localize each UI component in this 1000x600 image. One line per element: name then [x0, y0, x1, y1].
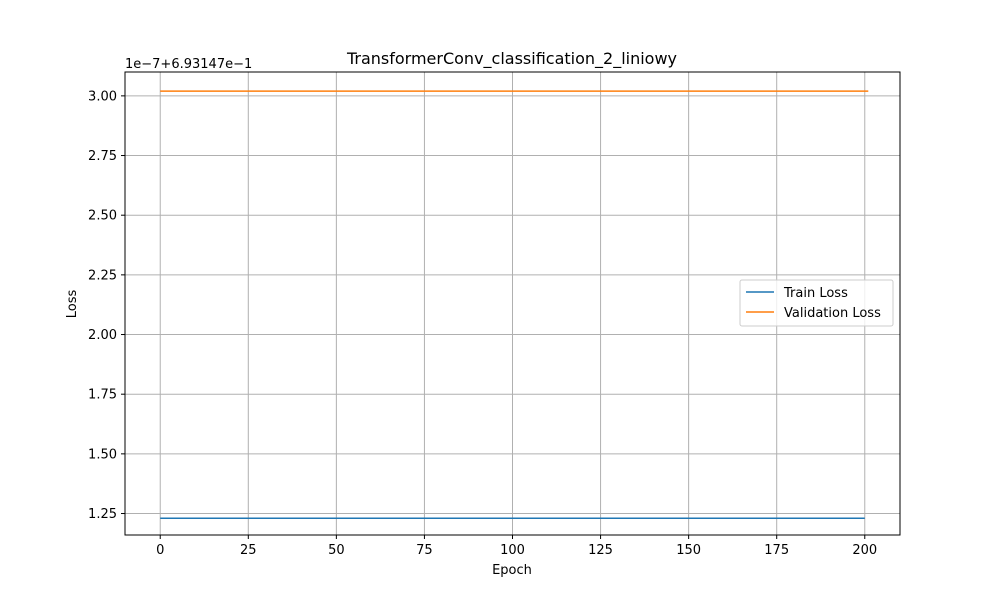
- x-tick-label: 200: [852, 543, 877, 558]
- y-tick-label: 2.50: [88, 209, 117, 224]
- y-tick-label: 2.25: [88, 268, 117, 283]
- y-tick-label: 1.75: [88, 388, 117, 403]
- grid: [125, 72, 900, 535]
- y-tick-label: 3.00: [88, 89, 117, 104]
- x-axis-ticks: 0 25 50 75 100 125 150 175 200: [156, 535, 877, 558]
- series-group: [160, 90, 869, 520]
- x-tick-label: 0: [156, 543, 164, 558]
- y-axis-label: Loss: [65, 290, 80, 319]
- x-axis-label: Epoch: [492, 563, 532, 578]
- y-offset-label: 1e−7+6.93147e−1: [125, 57, 252, 72]
- x-tick-label: 50: [328, 543, 345, 558]
- x-tick-label: 25: [240, 543, 257, 558]
- chart-title: TransformerConv_classification_2_liniowy: [346, 49, 677, 69]
- legend: Train Loss Validation Loss: [739, 279, 894, 327]
- x-tick-label: 125: [588, 543, 613, 558]
- y-tick-label: 1.25: [88, 507, 117, 522]
- x-tick-label: 75: [416, 543, 433, 558]
- y-tick-label: 2.75: [88, 149, 117, 164]
- x-tick-label: 175: [764, 543, 789, 558]
- legend-box: [739, 279, 894, 327]
- y-axis-ticks: 1.25 1.50 1.75 2.00 2.25 2.50 2.75 3.00: [88, 89, 125, 522]
- x-tick-label: 150: [676, 543, 701, 558]
- x-tick-label: 100: [500, 543, 525, 558]
- y-tick-label: 2.00: [88, 328, 117, 343]
- legend-label: Train Loss: [783, 286, 848, 301]
- y-tick-label: 1.50: [88, 447, 117, 462]
- legend-label: Validation Loss: [784, 306, 881, 321]
